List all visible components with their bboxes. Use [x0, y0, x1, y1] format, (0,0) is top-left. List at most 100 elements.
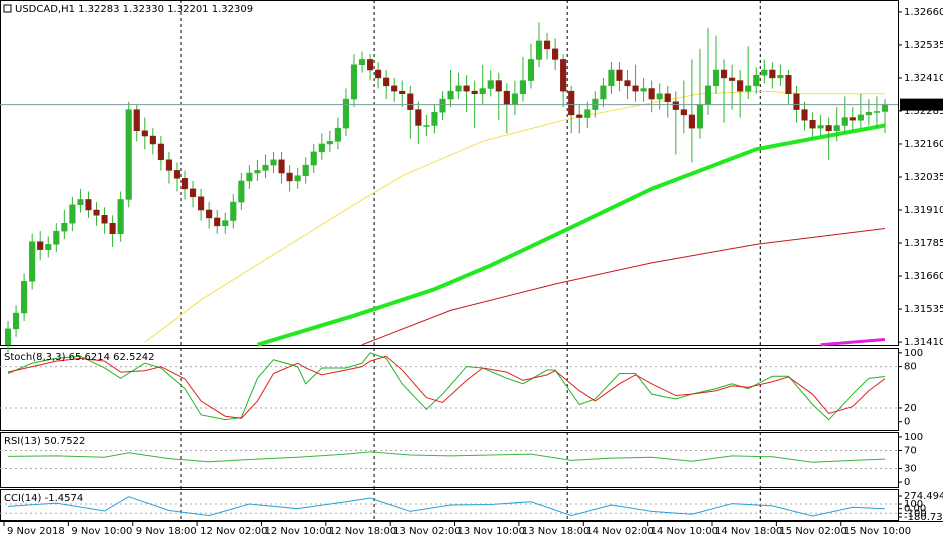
y-tick-label: 0: [904, 417, 910, 428]
x-tick-label: 12 Nov 02:00: [200, 526, 267, 537]
candle-body: [463, 85, 470, 92]
x-tick-label: 12 Nov 10:00: [264, 526, 331, 537]
y-tick-label: 1.32035: [904, 172, 943, 183]
candle-body: [302, 164, 309, 176]
candle-body: [286, 172, 293, 182]
candle-body: [190, 188, 197, 198]
candle-body: [745, 85, 752, 92]
candle-body: [640, 88, 647, 92]
y-tick-label: 100: [904, 499, 923, 510]
candle-body: [149, 135, 156, 145]
y-tick-label: 100: [904, 348, 923, 359]
candle-body: [704, 85, 712, 105]
candle-body: [471, 90, 478, 95]
candle-body: [721, 69, 728, 79]
candle-body: [93, 209, 100, 216]
candle-body: [77, 199, 84, 205]
candle-body: [544, 40, 551, 50]
panel-frame: [0, 348, 899, 431]
candle-body: [238, 180, 245, 203]
candle-body: [769, 69, 776, 79]
candle-body: [825, 125, 832, 132]
candle-body: [527, 59, 535, 81]
candle-body: [141, 130, 148, 137]
candle-body: [865, 112, 872, 116]
candle-body: [576, 114, 583, 118]
candle-body: [117, 199, 124, 235]
candle-body: [696, 104, 703, 129]
candle-body: [334, 127, 341, 142]
candle-body: [318, 143, 325, 153]
candle-body: [552, 48, 559, 60]
candle-body: [45, 244, 52, 250]
candle-body: [729, 77, 736, 81]
line-series: [8, 451, 885, 463]
candle-body: [624, 80, 631, 87]
line-series: [144, 90, 885, 343]
candle-body: [423, 125, 430, 127]
x-tick-label: 15 Nov 10:00: [844, 526, 911, 537]
candle-body: [511, 93, 518, 105]
candle-body: [254, 170, 261, 174]
candle-body: [165, 159, 172, 171]
candle-body: [270, 159, 277, 166]
y-tick-label: 80: [904, 362, 917, 373]
y-tick-label: 1.32160: [904, 139, 943, 150]
price-label: 1.32309: [902, 100, 943, 111]
y-tick-label: 1.31910: [904, 205, 943, 216]
candle-body: [109, 222, 116, 235]
candle-body: [69, 204, 76, 224]
y-tick-label: 1.31785: [904, 238, 943, 249]
y-tick-label: 1.32410: [904, 73, 943, 84]
candle-body: [431, 112, 438, 126]
candle-body: [873, 111, 880, 113]
candle-body: [125, 109, 132, 200]
y-tick-label: 20: [904, 403, 917, 414]
candle-body: [817, 125, 824, 129]
candle-body: [198, 196, 205, 211]
price-box: [900, 98, 943, 111]
x-tick-label: 13 Nov 18:00: [522, 526, 589, 537]
y-tick-label: 100: [904, 432, 923, 443]
candle-body: [37, 241, 44, 250]
candle-body: [881, 104, 889, 112]
candle-body: [101, 215, 108, 224]
candle-body: [616, 69, 623, 81]
y-tick-label: -180.7384: [904, 512, 943, 523]
panel-frame: [0, 489, 899, 521]
candle-body: [712, 69, 720, 87]
candle-body: [415, 109, 422, 126]
candle-body: [761, 69, 768, 76]
candle-body: [519, 80, 526, 95]
candle-body: [479, 88, 486, 95]
candle-body: [447, 90, 454, 100]
candle-body: [367, 59, 374, 71]
candle-body: [785, 75, 792, 95]
candle-body: [584, 109, 591, 118]
candle-body: [439, 98, 446, 113]
candle-body: [809, 119, 816, 129]
candle-body: [133, 109, 140, 132]
y-tick-label: 0.00: [904, 504, 926, 515]
candle-body: [495, 80, 502, 92]
candle-body: [13, 312, 20, 330]
candle-body: [391, 85, 398, 92]
x-tick-label: 12 Nov 18:00: [329, 526, 396, 537]
line-series: [256, 123, 886, 347]
candle-body: [664, 93, 671, 102]
x-tick-label: 14 Nov 18:00: [715, 526, 782, 537]
panel-title: CCI(14) -1.4574: [4, 493, 83, 504]
panel-title: Stoch(8,3,3) 65.6214 62.5242: [4, 352, 155, 363]
x-tick-label: 9 Nov 18:00: [136, 526, 197, 537]
line-series: [361, 228, 886, 346]
candle-body: [342, 98, 349, 129]
panel-title: USDCAD,H1 1.32283 1.32330 1.32201 1.3230…: [15, 4, 253, 15]
candle-body: [246, 172, 253, 182]
candle-body: [294, 175, 301, 182]
candle-body: [61, 222, 68, 232]
candle-body: [230, 201, 237, 221]
candle-body: [85, 199, 92, 211]
candle-body: [487, 80, 494, 89]
candle-body: [29, 241, 36, 282]
